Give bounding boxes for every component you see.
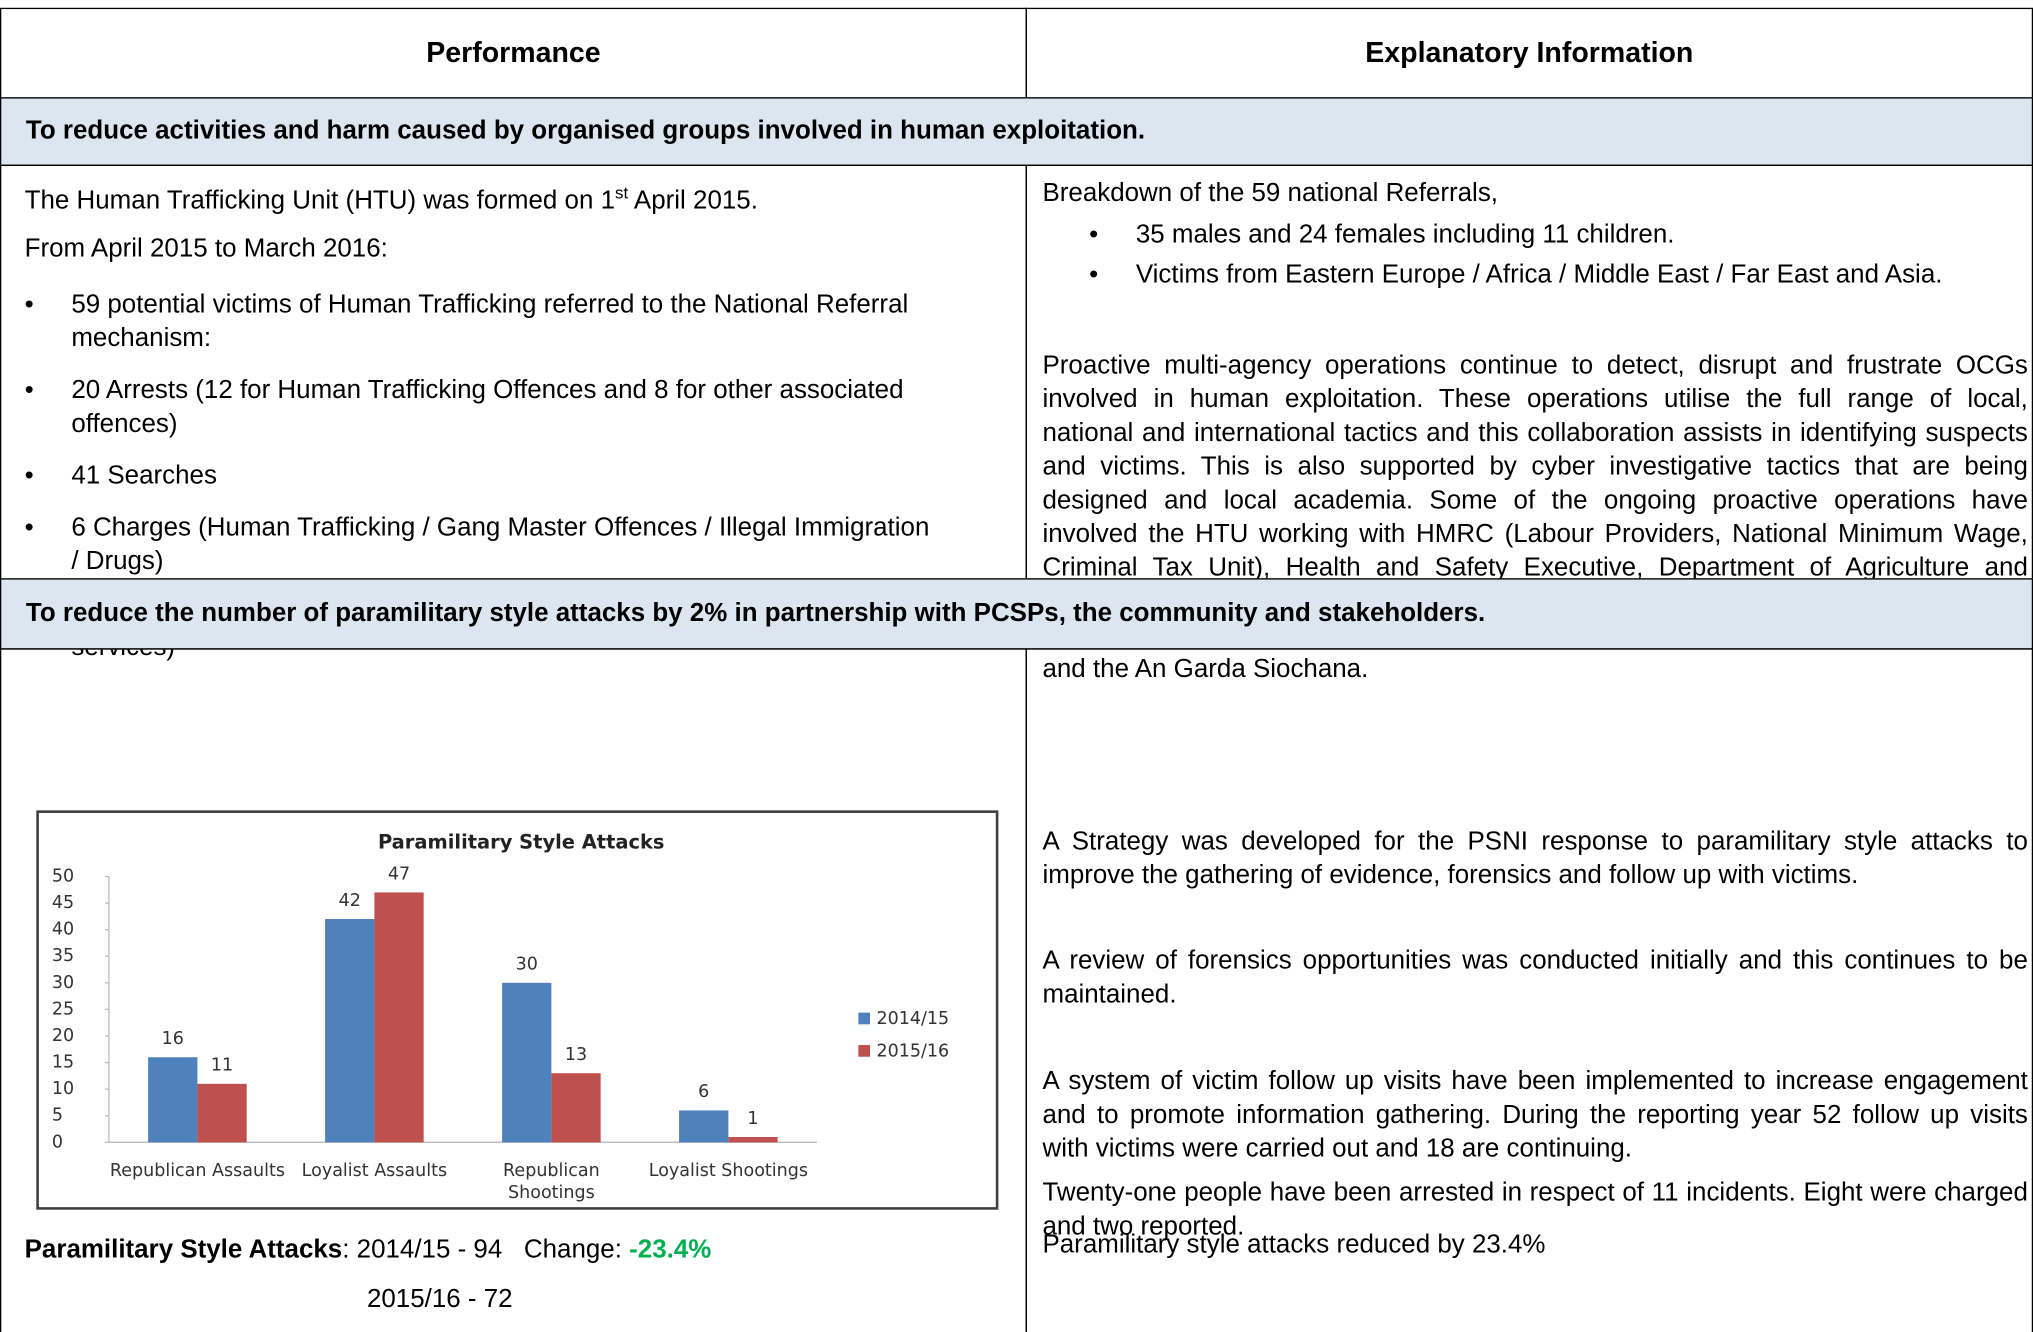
y-tick-label: 10 [52, 1079, 74, 1099]
header-right: Explanatory Information [1025, 7, 2033, 99]
paragraph: Paramilitary style attacks reduced by 23… [1042, 1230, 1546, 1259]
chart: Paramilitary Style Attacks 0 5 10 15 20 25 30 3… [36, 810, 999, 1210]
y-tick-label: 5 [52, 1106, 63, 1126]
x-tick-label: Republican Assaults [109, 1160, 285, 1182]
summary-label: Paramilitary Style Attacks [24, 1235, 343, 1265]
y-tick-label: 0 [52, 1132, 63, 1152]
legend-label: 2015/16 [877, 1042, 950, 1062]
data-label: 1 [747, 1109, 758, 1129]
paragraph: Breakdown of the 59 national Referrals, [1042, 178, 1498, 208]
bullet: 20 Arrests (12 for Human Trafficking Off… [25, 373, 933, 440]
x-tick-label: Loyalist Shootings [648, 1160, 808, 1182]
paragraph: A Strategy was developed for the PSNI re… [1042, 827, 2028, 890]
bullet: 59 potential victims of Human Traffickin… [25, 288, 933, 355]
summary-change: -23.4% [629, 1235, 712, 1265]
bar [502, 982, 552, 1143]
paragraph: A system of victim follow up visits have… [1042, 1067, 2028, 1164]
superscript: st [615, 182, 629, 203]
cell: Breakdown of the 59 national Referrals, … [1025, 164, 2033, 683]
legend-label: 2014/15 [877, 1009, 950, 1029]
data-label: 30 [516, 955, 538, 975]
bar [197, 1083, 247, 1143]
bar [374, 892, 424, 1143]
summary: Paramilitary Style Attacks: 2014/15 - 94… [25, 1233, 959, 1267]
bullet: 6 Charges (Human Trafficking / Gang Mast… [25, 511, 933, 578]
legend-swatch [858, 1045, 871, 1057]
legend-swatch [858, 1012, 871, 1025]
text: April 2015. [628, 186, 758, 215]
bar [679, 1110, 729, 1143]
paragraph: From April 2015 to March 2016: [24, 234, 388, 264]
y-tick-label: 35 [52, 946, 74, 966]
y-tick-label: 15 [52, 1053, 74, 1073]
bullet: Victims from Eastern Europe / Africa / M… [1089, 258, 2028, 292]
cell: Paramilitary Style Attacks: 2014/15 - 94… [0, 648, 1027, 1332]
cell: A Strategy was developed for the PSNI re… [1025, 648, 2033, 1332]
summary-text: : 2014/15 - 94 Change: [342, 1235, 622, 1265]
bullet: 35 males and 24 females including 11 chi… [1089, 218, 2028, 252]
y-tick-label: 20 [52, 1026, 74, 1046]
header-left: Performance [0, 7, 1027, 99]
section-title: To reduce activities and harm caused by … [0, 97, 2033, 166]
bullet: 41 Searches [25, 459, 933, 493]
bar [148, 1057, 198, 1143]
y-tick-label: 50 [52, 867, 74, 887]
chart-svg: Paramilitary Style Attacks 0 5 10 15 20 25 30 3… [52, 830, 950, 1152]
text: The Human Trafficking Unit (HTU) was for… [24, 186, 616, 215]
data-label: 42 [339, 891, 361, 911]
y-tick-label: 45 [52, 893, 74, 913]
data-label: 16 [162, 1029, 184, 1049]
paragraph: Twenty-one people have been arrested in … [1042, 1178, 2028, 1241]
bullet-list: 35 males and 24 females including 11 chi… [1089, 218, 2028, 292]
data-label: 11 [211, 1056, 233, 1076]
y-tick-label: 40 [52, 920, 74, 940]
data-label: 6 [698, 1082, 709, 1102]
bar [728, 1136, 778, 1143]
summary-text: 2015/16 - 72 [366, 1284, 513, 1314]
data-label: 47 [388, 864, 410, 884]
paragraph: A review of forensics opportunities was … [1042, 946, 2028, 1009]
x-tick-label: Loyalist Assaults [301, 1160, 448, 1182]
x-tick-label: Republican Shootings [503, 1160, 600, 1204]
paragraph: The Human Trafficking Unit (HTU) was for… [25, 176, 959, 217]
data-label: 13 [565, 1045, 587, 1065]
chart-title: Paramilitary Style Attacks [378, 830, 665, 853]
bar [325, 919, 375, 1143]
bar [551, 1073, 601, 1143]
section-title: To reduce the number of paramilitary sty… [0, 578, 2033, 650]
y-tick-label: 25 [52, 999, 74, 1019]
y-tick-label: 30 [52, 973, 74, 993]
cell: The Human Trafficking Unit (HTU) was for… [0, 164, 1027, 661]
